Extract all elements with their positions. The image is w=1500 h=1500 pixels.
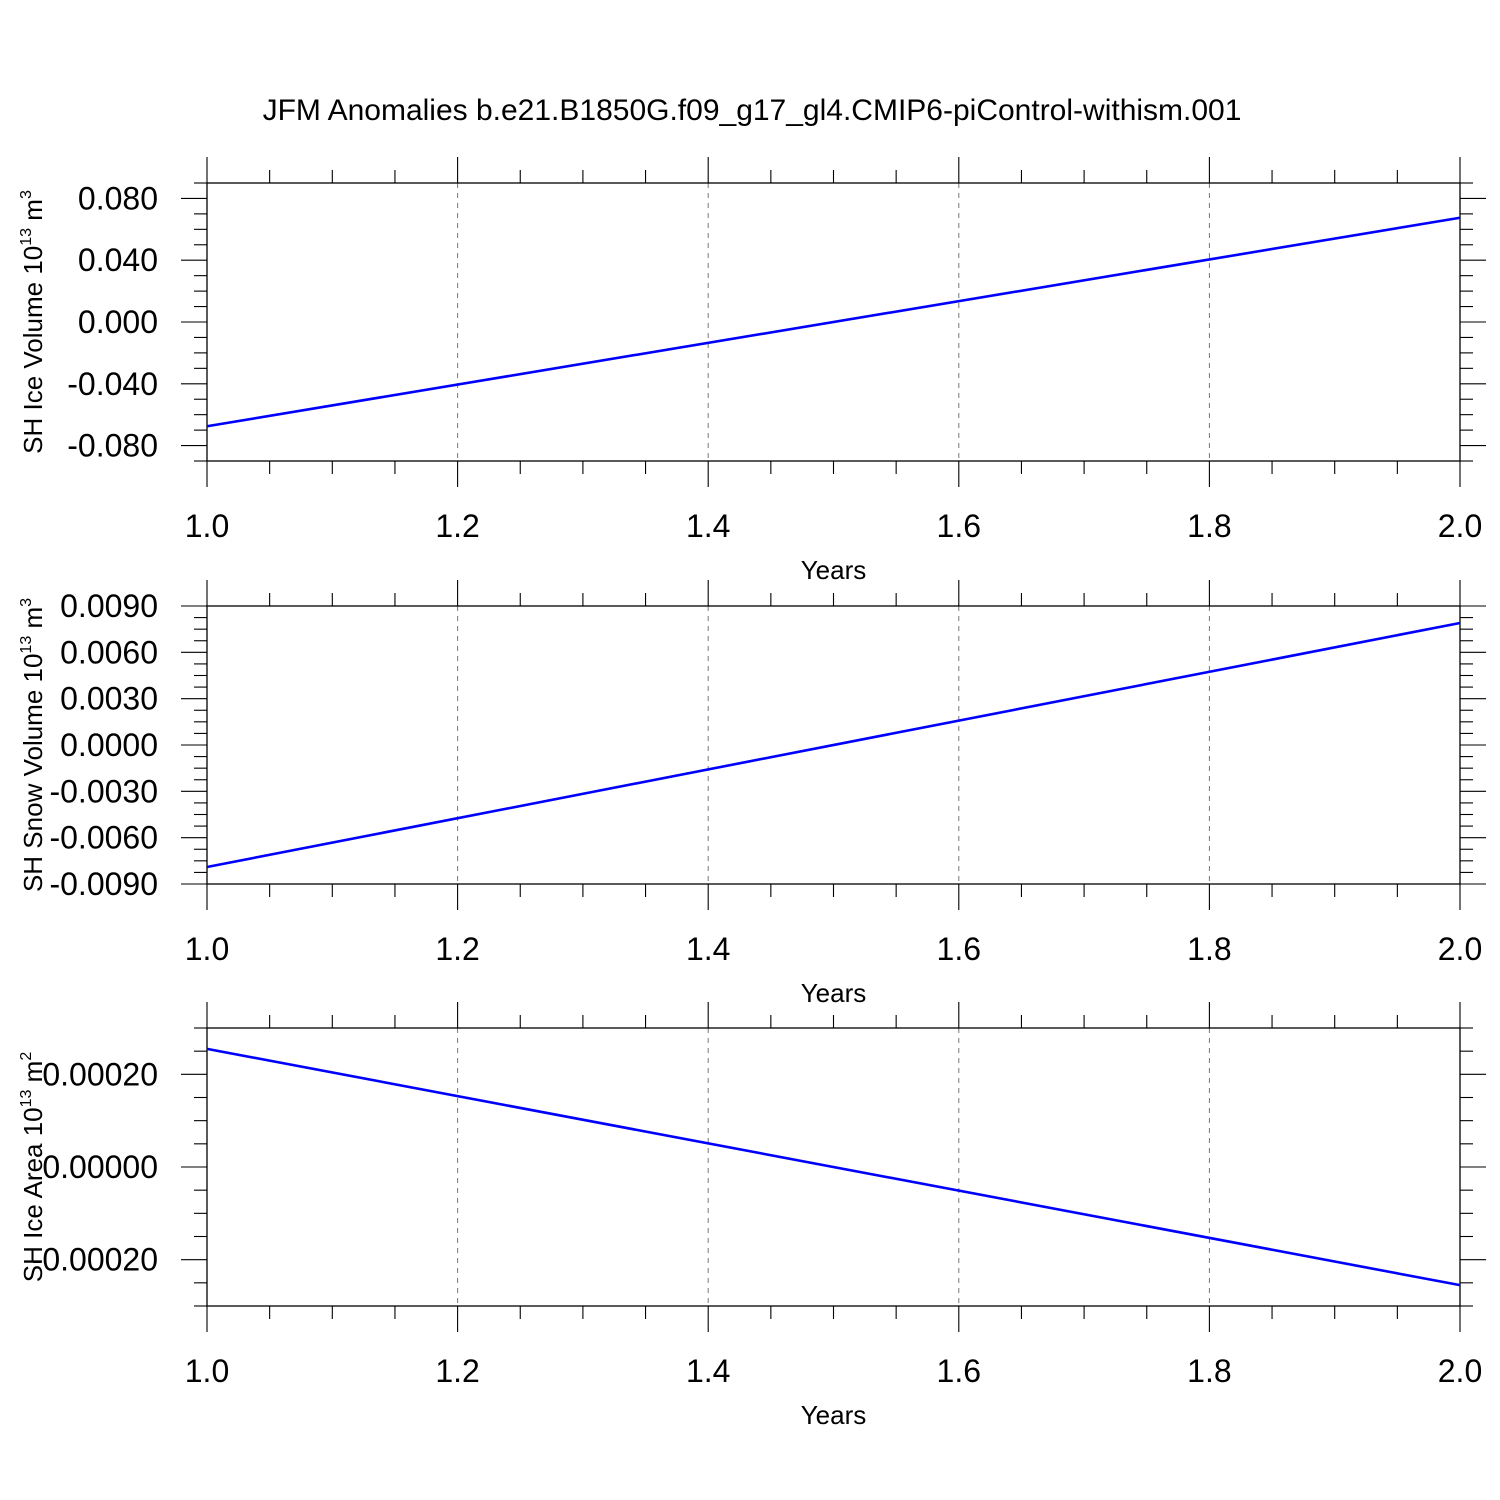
x-tick-label: 1.4	[686, 1353, 730, 1389]
y-tick-label: -0.0060	[49, 820, 158, 856]
x-tick-label: 1.8	[1187, 931, 1231, 967]
y-tick-label: -0.0090	[49, 866, 158, 902]
y-axis-label-ylabel-unit-exp: 2	[18, 1052, 35, 1061]
series-line	[206, 621, 1461, 869]
panels: 1.0 1.2 1.4 1.6 1.8 2.0 -0.080 -0.040 0.000 0.040…	[18, 157, 1486, 1430]
x-tick-label: 2.0	[1438, 508, 1482, 544]
y-tick-label: -0.080	[67, 428, 158, 464]
x-tick-label: 1.6	[937, 508, 981, 544]
x-tick-label: 1.4	[686, 508, 730, 544]
y-axis-label: SH Ice Volume 1013 m3	[18, 190, 48, 454]
series-line	[206, 216, 1461, 428]
chart-panel-3: 1.0 1.2 1.4 1.6 1.8 2.0 -0.00020 0.00000 0.00020…	[18, 1002, 1486, 1430]
y-axis-label-ylabel-main: SH Ice Volume 10	[18, 246, 48, 454]
x-axis-label: Years	[801, 555, 867, 585]
x-tick-label: 1.0	[185, 931, 229, 967]
y-tick-label: -0.00020	[32, 1242, 158, 1278]
x-tick-label: 1.6	[937, 1353, 981, 1389]
x-tick-label: 1.8	[1187, 508, 1231, 544]
x-axis-label: Years	[801, 1400, 867, 1430]
y-tick-label: 0.080	[78, 180, 158, 216]
y-tick-label: 0.00020	[42, 1056, 158, 1092]
y-axis-label-ylabel-exp: 13	[18, 636, 35, 654]
y-tick-label: 0.000	[78, 304, 158, 340]
y-tick-label: 0.0000	[60, 727, 158, 763]
x-tick-label: 1.4	[686, 931, 730, 967]
y-axis-label-ylabel-main: SH Snow Volume 10	[18, 654, 48, 892]
y-axis-label: SH Snow Volume 1013 m3	[18, 598, 48, 892]
y-axis-label-ylabel-exp: 13	[18, 228, 35, 246]
chart-panel-1: 1.0 1.2 1.4 1.6 1.8 2.0 -0.080 -0.040 0.000 0.040…	[18, 157, 1486, 585]
y-axis-label-ylabel-unit-exp: 3	[18, 598, 35, 607]
x-tick-label: 1.2	[435, 931, 479, 967]
x-tick-label: 2.0	[1438, 931, 1482, 967]
y-axis-label: SH Ice Area 1013 m2	[18, 1052, 48, 1283]
y-tick-label: 0.0030	[60, 681, 158, 717]
y-tick-label: 0.040	[78, 242, 158, 278]
y-axis-label-ylabel-unit: m	[18, 1061, 48, 1090]
y-axis-label-ylabel-main: SH Ice Area 10	[18, 1107, 48, 1282]
y-tick-label: -0.0030	[49, 773, 158, 809]
series-line	[206, 1047, 1461, 1287]
chart-title: JFM Anomalies b.e21.B1850G.f09_g17_gl4.C…	[263, 94, 1242, 127]
x-tick-label: 1.2	[435, 508, 479, 544]
chart-panel-2: 1.0 1.2 1.4 1.6 1.8 2.0 -0.0090 -0.0060 -0.0030 0…	[18, 580, 1486, 1008]
x-tick-label: 1.0	[185, 1353, 229, 1389]
x-tick-label: 1.8	[1187, 1353, 1231, 1389]
y-tick-label: -0.040	[67, 366, 158, 402]
y-axis-label-ylabel-exp: 13	[18, 1089, 35, 1107]
y-axis-label-ylabel-unit: m	[18, 607, 48, 636]
x-tick-label: 1.2	[435, 1353, 479, 1389]
y-tick-label: 0.0090	[60, 588, 158, 624]
y-tick-label: 0.0060	[60, 634, 158, 670]
x-tick-label: 1.6	[937, 931, 981, 967]
y-axis-label-ylabel-unit: m	[18, 199, 48, 228]
x-tick-label: 1.0	[185, 508, 229, 544]
y-axis-label-ylabel-unit-exp: 3	[18, 190, 35, 199]
x-axis-label: Years	[801, 978, 867, 1008]
y-tick-label: 0.00000	[42, 1149, 158, 1185]
x-tick-label: 2.0	[1438, 1353, 1482, 1389]
